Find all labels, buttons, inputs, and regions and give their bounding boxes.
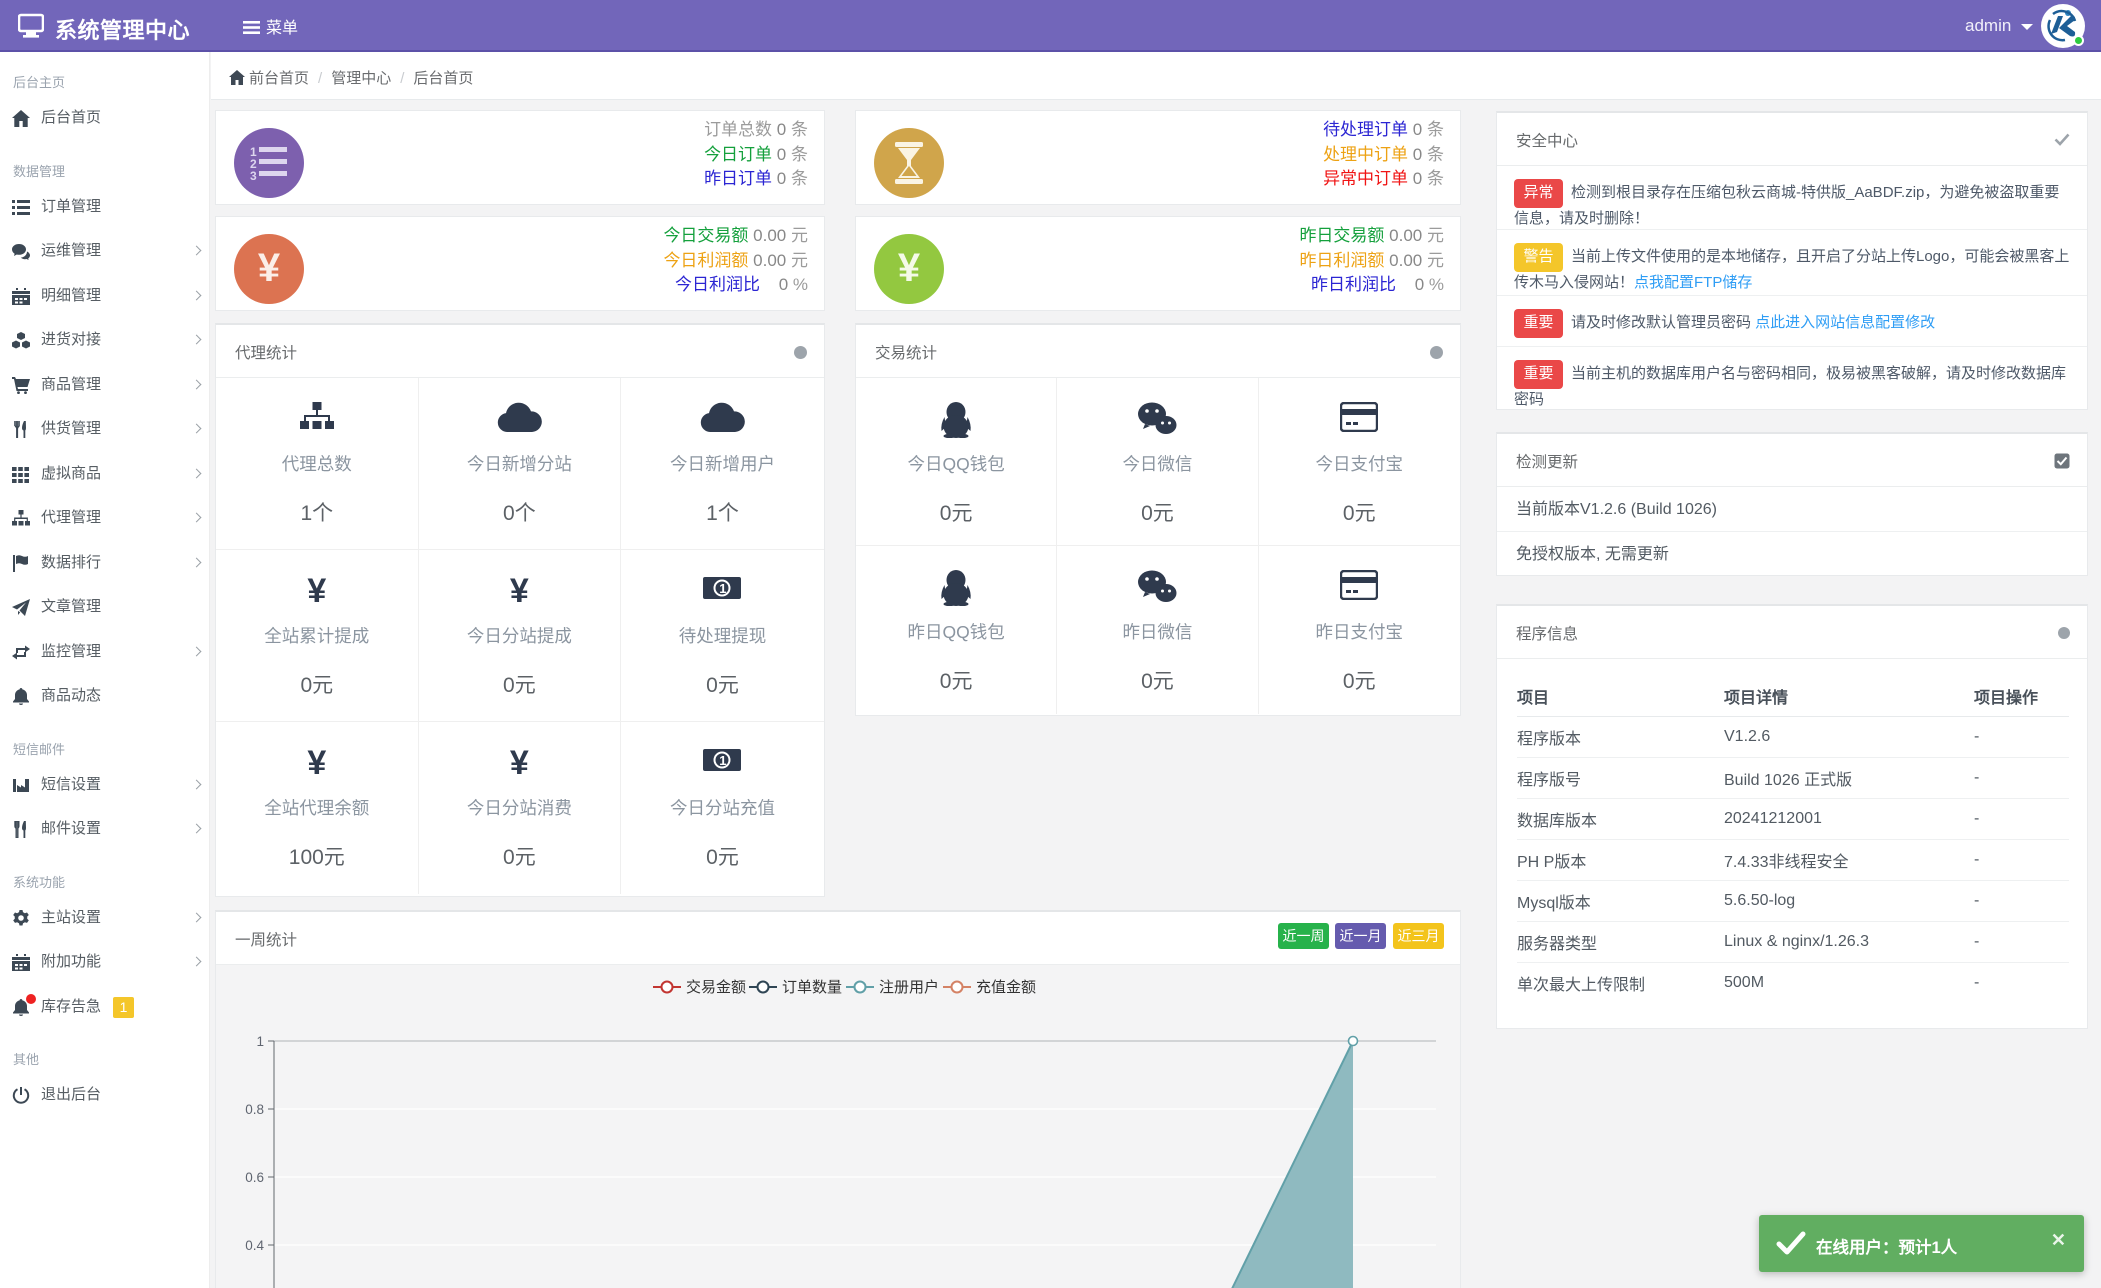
svg-text:1: 1 xyxy=(720,753,727,768)
svg-text:注册用户: 注册用户 xyxy=(879,979,939,996)
svg-text:充值金额: 充值金额 xyxy=(976,979,1036,996)
svg-text:1: 1 xyxy=(250,145,257,159)
svg-text:交易金额: 交易金额 xyxy=(686,978,746,996)
svg-text:0.8: 0.8 xyxy=(245,1102,264,1117)
svg-text:订单数量: 订单数量 xyxy=(782,979,842,996)
svg-text:1: 1 xyxy=(720,581,727,596)
svg-text:2: 2 xyxy=(250,157,257,171)
svg-text:0.4: 0.4 xyxy=(245,1238,264,1253)
svg-text:3: 3 xyxy=(250,169,257,181)
svg-text:1: 1 xyxy=(256,1034,264,1049)
svg-text:0.6: 0.6 xyxy=(245,1170,264,1185)
